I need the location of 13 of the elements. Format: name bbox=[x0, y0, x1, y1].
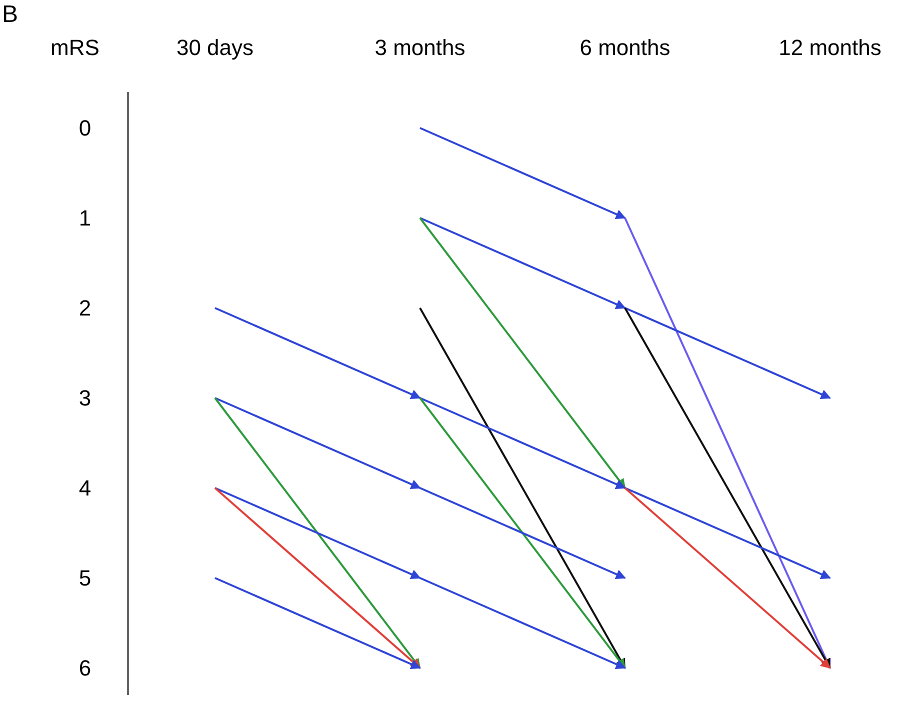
y-tick-label: 6 bbox=[78, 656, 92, 681]
y-tick-label: 5 bbox=[78, 566, 92, 591]
x-tick-label: 30 days bbox=[176, 35, 254, 60]
y-tick-label: 4 bbox=[78, 476, 92, 501]
y-tick-label: 3 bbox=[78, 386, 92, 411]
chart-title: B bbox=[2, 1, 18, 28]
x-tick-label: 3 months bbox=[374, 35, 466, 60]
y-axis-title: mRS bbox=[50, 35, 100, 60]
x-tick-label: 12 months bbox=[778, 35, 882, 60]
y-tick-label: 0 bbox=[78, 116, 92, 141]
x-tick-label: 6 months bbox=[580, 35, 670, 60]
y-tick-label: 1 bbox=[78, 206, 92, 231]
y-tick-label: 2 bbox=[78, 296, 92, 321]
